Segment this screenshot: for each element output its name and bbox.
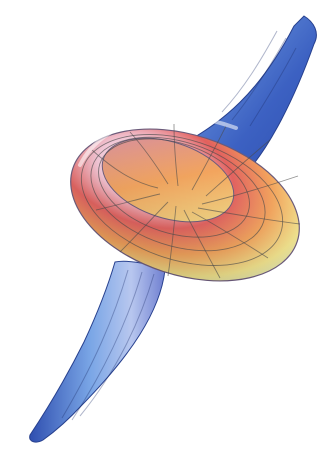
flare-shade [70,129,300,281]
lower-stem [29,260,166,443]
flare-mesh-spokes [91,123,301,279]
lower-stem-bands [61,269,155,421]
upper-stem-bands [221,30,297,127]
flare-mesh-rings [80,134,284,266]
rim-highlight [78,114,238,167]
